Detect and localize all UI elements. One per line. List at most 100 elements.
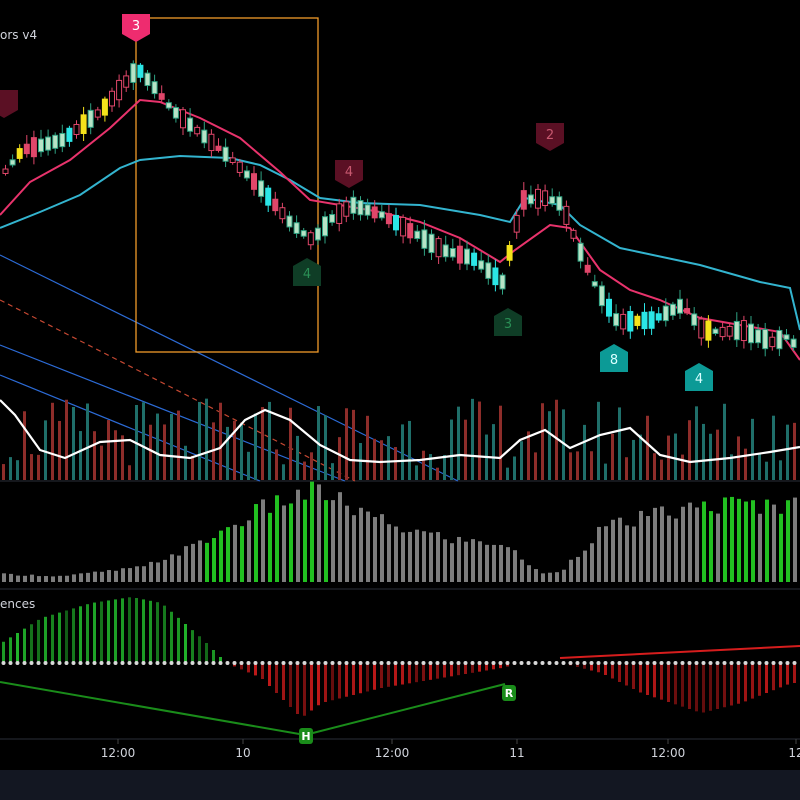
candle[interactable] bbox=[23, 143, 30, 155]
candle[interactable] bbox=[208, 133, 215, 152]
volume-bar[interactable] bbox=[548, 411, 551, 480]
candle[interactable] bbox=[371, 206, 378, 219]
oscillator-bar[interactable] bbox=[163, 559, 167, 582]
candle[interactable] bbox=[542, 190, 549, 207]
volume-bar[interactable] bbox=[450, 419, 453, 480]
candle[interactable] bbox=[556, 196, 563, 211]
divergence-bar[interactable] bbox=[296, 663, 299, 714]
volume-bar[interactable] bbox=[142, 402, 145, 480]
divergence-bar[interactable] bbox=[177, 617, 180, 663]
volume-bar[interactable] bbox=[471, 398, 474, 480]
oscillator-bar[interactable] bbox=[114, 570, 118, 582]
volume-bar[interactable] bbox=[443, 454, 446, 480]
candle[interactable] bbox=[733, 320, 740, 341]
oscillator-bar[interactable] bbox=[639, 510, 643, 582]
oscillator-bar[interactable] bbox=[44, 576, 48, 582]
divergence-bar[interactable] bbox=[317, 663, 320, 706]
volume-bar[interactable] bbox=[16, 460, 19, 480]
candle[interactable] bbox=[790, 338, 797, 348]
candle[interactable] bbox=[527, 194, 534, 205]
candle[interactable] bbox=[428, 233, 435, 254]
candle[interactable] bbox=[45, 136, 52, 151]
divergence-bar[interactable] bbox=[51, 614, 54, 663]
oscillator-bar[interactable] bbox=[394, 526, 398, 582]
volume-bar[interactable] bbox=[695, 406, 698, 480]
candle[interactable] bbox=[549, 196, 556, 205]
divergence-bar[interactable] bbox=[212, 650, 215, 663]
volume-bar[interactable] bbox=[758, 453, 761, 480]
candle[interactable] bbox=[506, 245, 513, 261]
candle[interactable] bbox=[471, 252, 478, 266]
volume-bar[interactable] bbox=[366, 415, 369, 480]
divergence-bar[interactable] bbox=[366, 663, 369, 692]
divergence-bar[interactable] bbox=[373, 663, 376, 690]
divergence-bar[interactable] bbox=[618, 663, 621, 682]
volume-bar[interactable] bbox=[457, 406, 460, 480]
volume-bar[interactable] bbox=[289, 407, 292, 480]
volume-bar[interactable] bbox=[744, 448, 747, 480]
divergence-bar[interactable] bbox=[380, 663, 383, 688]
divergence-bar[interactable] bbox=[135, 598, 138, 663]
volume-bar[interactable] bbox=[156, 413, 159, 480]
oscillator-bar[interactable] bbox=[492, 544, 496, 582]
ema-slow-line[interactable] bbox=[0, 154, 800, 331]
divergence-bar[interactable] bbox=[331, 663, 334, 701]
candle[interactable] bbox=[165, 102, 172, 109]
volume-bar[interactable] bbox=[499, 405, 502, 480]
volume-bar[interactable] bbox=[604, 463, 607, 480]
volume-bar[interactable] bbox=[149, 424, 152, 480]
volume-bar[interactable] bbox=[37, 454, 40, 480]
volume-bar[interactable] bbox=[177, 410, 180, 480]
candle[interactable] bbox=[307, 232, 314, 246]
oscillator-bar[interactable] bbox=[37, 576, 41, 582]
oscillator-bar[interactable] bbox=[415, 529, 419, 582]
oscillator-bar[interactable] bbox=[184, 546, 188, 582]
volume-bar[interactable] bbox=[107, 420, 110, 480]
volume-bar[interactable] bbox=[597, 401, 600, 480]
candle[interactable] bbox=[513, 214, 520, 233]
oscillator-bar[interactable] bbox=[772, 504, 776, 582]
volume-bar[interactable] bbox=[716, 429, 719, 480]
oscillator-bar[interactable] bbox=[555, 572, 559, 582]
candle[interactable] bbox=[570, 229, 577, 239]
candle[interactable] bbox=[180, 109, 186, 129]
oscillator-bar[interactable] bbox=[149, 561, 153, 582]
volume-bar[interactable] bbox=[415, 465, 418, 480]
oscillator-bar[interactable] bbox=[793, 497, 797, 582]
oscillator-bar[interactable] bbox=[135, 566, 139, 582]
volume-bar[interactable] bbox=[184, 445, 187, 480]
divergence-bar[interactable] bbox=[9, 637, 12, 663]
candle[interactable] bbox=[215, 145, 222, 151]
volume-bar[interactable] bbox=[646, 415, 649, 480]
volume-bar[interactable] bbox=[65, 399, 68, 480]
oscillator-bar[interactable] bbox=[506, 547, 510, 582]
candle[interactable] bbox=[293, 222, 300, 234]
oscillator-bar[interactable] bbox=[646, 516, 650, 582]
divergence-bar[interactable] bbox=[23, 628, 26, 663]
divergence-bar[interactable] bbox=[639, 663, 642, 693]
volume-bar[interactable] bbox=[114, 430, 117, 480]
divergence-bar[interactable] bbox=[681, 663, 684, 707]
divergence-bar[interactable] bbox=[667, 663, 670, 702]
oscillator-bar[interactable] bbox=[464, 541, 468, 582]
divergence-label-badge[interactable] bbox=[502, 685, 516, 701]
candle[interactable] bbox=[563, 205, 570, 225]
oscillator-bar[interactable] bbox=[9, 573, 13, 582]
volume-bar[interactable] bbox=[310, 452, 313, 480]
oscillator-bar[interactable] bbox=[660, 506, 664, 582]
candle[interactable] bbox=[783, 334, 790, 340]
oscillator-bar[interactable] bbox=[170, 554, 174, 582]
oscillator-bar[interactable] bbox=[653, 507, 657, 582]
oscillator-bar[interactable] bbox=[79, 573, 83, 582]
volume-bar[interactable] bbox=[534, 452, 537, 480]
candle[interactable] bbox=[598, 285, 605, 307]
oscillator-bar[interactable] bbox=[716, 513, 720, 582]
divergence-bar[interactable] bbox=[646, 663, 649, 695]
oscillator-bar[interactable] bbox=[226, 527, 230, 582]
candle[interactable] bbox=[478, 260, 485, 270]
divergence-bar[interactable] bbox=[79, 606, 82, 663]
candle[interactable] bbox=[80, 114, 87, 135]
candle[interactable] bbox=[414, 230, 421, 240]
oscillator-bar[interactable] bbox=[142, 566, 146, 582]
candle[interactable] bbox=[109, 90, 115, 107]
